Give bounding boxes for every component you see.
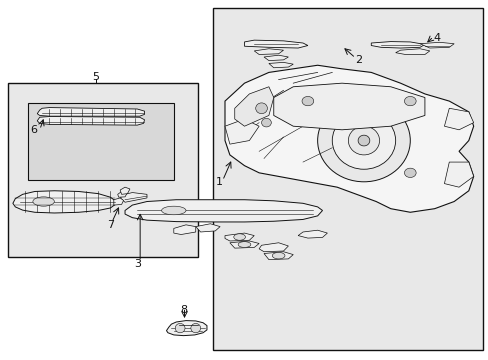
Polygon shape [224, 65, 473, 212]
Polygon shape [229, 241, 259, 248]
Polygon shape [114, 198, 123, 205]
Text: 7: 7 [106, 220, 114, 230]
Ellipse shape [233, 234, 245, 240]
Ellipse shape [302, 96, 313, 106]
Text: 1: 1 [215, 177, 222, 187]
Polygon shape [264, 55, 288, 60]
Text: 4: 4 [433, 33, 440, 43]
Ellipse shape [175, 323, 184, 333]
Ellipse shape [238, 242, 250, 247]
Polygon shape [195, 224, 220, 232]
Polygon shape [254, 49, 283, 54]
Polygon shape [444, 108, 473, 130]
Polygon shape [244, 40, 307, 48]
Polygon shape [264, 252, 293, 260]
Polygon shape [224, 233, 254, 241]
Polygon shape [395, 49, 429, 54]
Polygon shape [37, 117, 144, 125]
Polygon shape [273, 83, 424, 130]
Polygon shape [120, 193, 147, 202]
Polygon shape [419, 42, 453, 48]
Ellipse shape [272, 252, 285, 259]
Polygon shape [444, 162, 473, 187]
Bar [212, 8, 483, 350]
Ellipse shape [255, 103, 267, 114]
Ellipse shape [347, 126, 379, 155]
Ellipse shape [261, 118, 271, 127]
Polygon shape [234, 87, 273, 126]
Ellipse shape [161, 206, 185, 215]
Polygon shape [268, 62, 293, 68]
Text: 6: 6 [30, 125, 37, 135]
Polygon shape [125, 200, 322, 222]
Text: 3: 3 [133, 259, 141, 269]
Polygon shape [166, 320, 206, 336]
Polygon shape [13, 191, 115, 213]
Polygon shape [120, 187, 130, 194]
Polygon shape [298, 230, 327, 238]
Bar [27, 103, 173, 180]
Ellipse shape [404, 168, 415, 177]
Ellipse shape [33, 197, 54, 206]
Ellipse shape [357, 135, 369, 146]
Polygon shape [173, 225, 195, 234]
Ellipse shape [190, 323, 200, 333]
Text: 8: 8 [180, 305, 187, 315]
Ellipse shape [331, 112, 395, 169]
Text: 5: 5 [92, 72, 99, 82]
Bar [8, 83, 198, 257]
Polygon shape [370, 41, 424, 48]
Polygon shape [37, 108, 144, 116]
Ellipse shape [404, 96, 415, 106]
Polygon shape [224, 119, 259, 144]
Text: 2: 2 [355, 55, 362, 65]
Polygon shape [259, 243, 288, 252]
Ellipse shape [317, 99, 409, 182]
Polygon shape [118, 191, 127, 197]
